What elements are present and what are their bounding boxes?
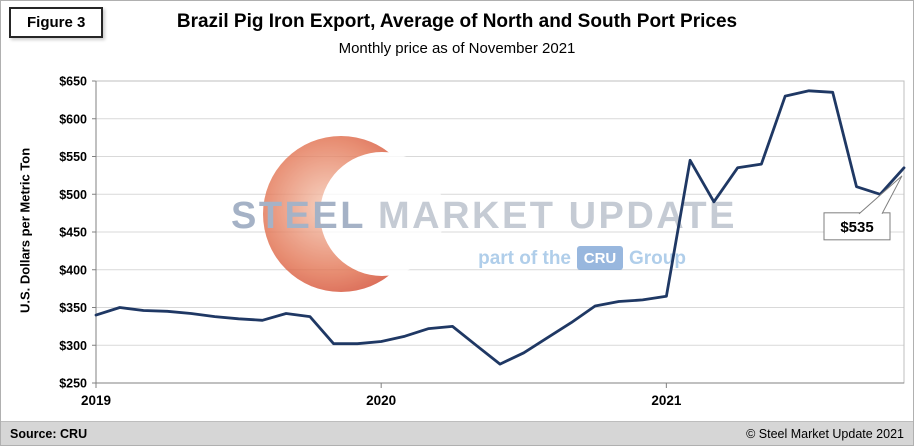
smu-watermark: STEEL MARKET UPDATE part of the CRU Group xyxy=(231,136,737,292)
x-tick-label: 2019 xyxy=(81,393,111,408)
watermark-part-of-the: part of the xyxy=(478,248,571,269)
y-tick-label: $400 xyxy=(59,263,87,277)
y-tick-label: $350 xyxy=(59,301,87,315)
last-value-callout: $535 xyxy=(823,175,903,241)
cru-badge xyxy=(577,246,623,270)
figure-label: Figure 3 xyxy=(27,14,86,31)
y-tick-label: $550 xyxy=(59,150,87,164)
y-tick-label: $250 xyxy=(59,377,87,391)
y-tick-label: $600 xyxy=(59,112,87,126)
footer-bar: Source: CRU © Steel Market Update 2021 xyxy=(1,421,913,445)
y-tick-label: $450 xyxy=(59,226,87,240)
x-tick-label: 2020 xyxy=(366,393,396,408)
watermark-steel-market-update: STEEL MARKET UPDATE xyxy=(231,195,737,237)
x-tick-label: 2021 xyxy=(651,393,682,408)
price-line-chart: $250 $300 $350 $400 $450 $500 $550 $600 $650 2019… xyxy=(59,75,906,408)
last-value-label: $535 xyxy=(840,219,873,236)
chart-subtitle: Monthly price as of November 2021 xyxy=(338,40,576,57)
y-tick-label: $650 xyxy=(59,75,87,89)
copyright-label: © Steel Market Update 2021 xyxy=(746,426,904,441)
figure-label-box: Figure 3 xyxy=(9,7,104,38)
gridlines xyxy=(96,80,904,384)
cru-badge-label: CRU xyxy=(584,250,617,267)
chart-title: Brazil Pig Iron Export, Average of North… xyxy=(176,11,738,32)
price-series-line xyxy=(94,89,906,366)
source-label: Source: CRU xyxy=(10,426,88,441)
y-tick-label: $500 xyxy=(59,188,87,202)
watermark-group: Group xyxy=(629,248,686,269)
y-tick-label: $300 xyxy=(59,339,87,353)
